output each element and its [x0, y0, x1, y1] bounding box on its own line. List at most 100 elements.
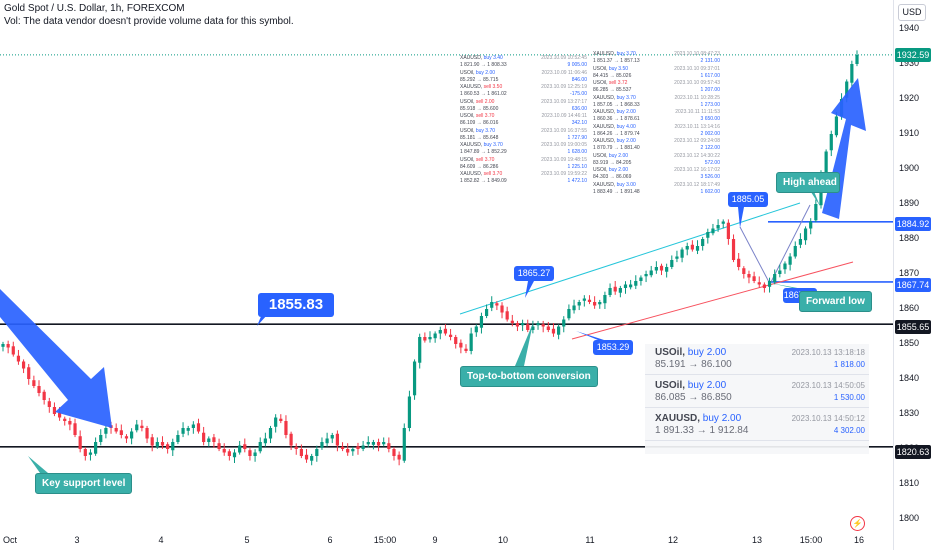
low-callout-1853[interactable]: 1853.29 [593, 340, 633, 355]
candle-body [212, 437, 216, 442]
candle-body [114, 428, 118, 432]
x-tick-label: 6 [327, 535, 333, 545]
position-row[interactable]: XAUUSD, buy 2.00 1 891.33 → 1 912.84 202… [645, 410, 869, 441]
candle-body [670, 260, 674, 267]
level-label-1884: 1884.92 [895, 217, 931, 231]
candle-body [166, 444, 170, 449]
candle-body [773, 274, 777, 283]
candle-body [515, 323, 520, 327]
candle-body [207, 438, 211, 442]
candle-body [675, 256, 679, 259]
support-callout[interactable]: Key support level [35, 473, 133, 494]
trade-log-entry: XAUUSD, buy 3.70 1 847.89 → 1 852.29 [460, 142, 507, 155]
level-callout-1855[interactable]: 1855.83 [258, 293, 334, 317]
candle-body [397, 454, 401, 460]
candle-body [649, 270, 653, 276]
trade-log-meta: 2023.10.09 19:59:22 1 472.10 [541, 171, 587, 184]
level-callout-pointer [257, 314, 268, 326]
high-ahead-callout[interactable]: High ahead [776, 172, 840, 193]
candle-body [834, 116, 839, 136]
candle-body [330, 435, 334, 439]
candle-body [443, 328, 448, 334]
candle-body [448, 334, 453, 337]
trade-log-entry: USOil, sell 3.72 86.285 → 85.537 [593, 80, 632, 93]
candle-body [83, 449, 87, 456]
trade-log-meta: 2023.10.09 19:00:05 1 628.00 [541, 142, 587, 155]
y-tick-label: 1890 [899, 198, 920, 208]
candle-body [716, 225, 720, 229]
candle-body [639, 277, 643, 281]
candle-body [57, 412, 62, 418]
candle-body [176, 435, 180, 442]
trade-log-entry: USOil, buy 3.50 84.415 → 85.026 [593, 65, 632, 79]
y-tick-label: 1810 [899, 478, 920, 488]
candle-body [135, 424, 139, 431]
trade-log-meta: 2023.10.09 13:27:17 636.00 [541, 98, 587, 112]
x-tick-label: 15:00 [373, 535, 397, 545]
y-tick-label: 1900 [899, 163, 920, 173]
candle-body [274, 417, 278, 427]
candle-body [526, 324, 530, 330]
candle-body [42, 391, 46, 400]
position-time: 2023.10.13 14:50:12 [791, 414, 865, 423]
candle-body [608, 288, 612, 295]
candle-body [387, 443, 391, 449]
position-row[interactable]: USOil, buy 2.00 85.191 → 86.100 2023.10.… [645, 344, 869, 375]
candle-body [850, 64, 854, 83]
flash-icon[interactable]: ⚡ [850, 516, 865, 531]
candle-body [315, 449, 319, 456]
y-tick-label: 1840 [899, 373, 920, 383]
trade-log-meta: 2023.10.12 18:17:49 1 602.00 [674, 181, 720, 195]
candle-body [690, 244, 694, 250]
chart-title: Gold Spot / U.S. Dollar, 1h, FOREXCOM [4, 3, 185, 14]
trade-log-meta: 2023.10.10 08:47:23 2 131.00 [674, 51, 720, 64]
peak-callout-pointer [525, 281, 534, 298]
candle-body [258, 442, 262, 452]
channel-lower-line [571, 261, 854, 340]
peak-callout-1865[interactable]: 1865.27 [514, 266, 554, 281]
candle-body [479, 316, 484, 328]
downtrend-arrow-icon [0, 289, 112, 428]
candle-body [788, 256, 792, 265]
candle-body [505, 311, 509, 320]
candle-body [510, 320, 514, 323]
trade-log-entry: XAUUSD, sell 3.50 1 860.53 → 1 861.02 [460, 84, 507, 97]
candle-body [289, 433, 293, 446]
candle-body [824, 151, 828, 176]
candle-body [598, 302, 602, 305]
candle-body [783, 263, 787, 270]
candle-body [778, 270, 782, 274]
candle-body [623, 284, 628, 288]
candle-body [52, 407, 57, 414]
candle-body [171, 442, 175, 451]
trade-log-meta: 2023.10.09 14:46:11 342.10 [541, 113, 587, 126]
y-tick-label: 1830 [899, 408, 920, 418]
candle-body [490, 302, 494, 308]
trade-log-meta: 2023.10.09 10:52:45 9 005.00 [541, 55, 587, 68]
trade-log-entry: XAUUSD, buy 3.70 1 857.05 → 1 868.33 [593, 94, 640, 108]
x-tick-label: 15:00 [799, 535, 823, 545]
x-tick-label: 12 [667, 535, 679, 545]
candle-body [572, 305, 576, 311]
candle-body [752, 276, 756, 281]
candle-body [186, 428, 190, 431]
trade-log-meta: 2023.10.09 19:48:15 1 225.10 [541, 156, 587, 170]
currency-button[interactable]: USD [898, 4, 926, 21]
position-row[interactable]: USOil, buy 2.00 86.085 → 86.850 2023.10.… [645, 377, 869, 408]
trade-log-meta: 2023.10.11 13:14:16 2 002.00 [674, 123, 720, 137]
forward-low-callout[interactable]: Forward low [799, 291, 872, 312]
peak-callout-1885[interactable]: 1885.05 [728, 192, 768, 207]
trade-log-entry: USOil, sell 3.70 86.109 → 86.016 [460, 113, 499, 126]
peak2-callout-pointer [738, 207, 744, 228]
candle-body [737, 258, 741, 267]
position-symbol: USOil, buy 2.00 [655, 347, 727, 358]
candle-body [351, 449, 355, 452]
conversion-callout[interactable]: Top-to-bottom conversion [460, 366, 598, 387]
trade-log-entry: XAUUSD, buy 2.00 1 860.36 → 1 878.61 [593, 109, 640, 122]
x-tick-label: Oct [2, 535, 18, 545]
y-tick-label: 1850 [899, 338, 920, 348]
candle-body [469, 333, 473, 351]
candle-body [665, 267, 669, 272]
candle-body [11, 346, 15, 355]
candle-body [304, 454, 309, 460]
